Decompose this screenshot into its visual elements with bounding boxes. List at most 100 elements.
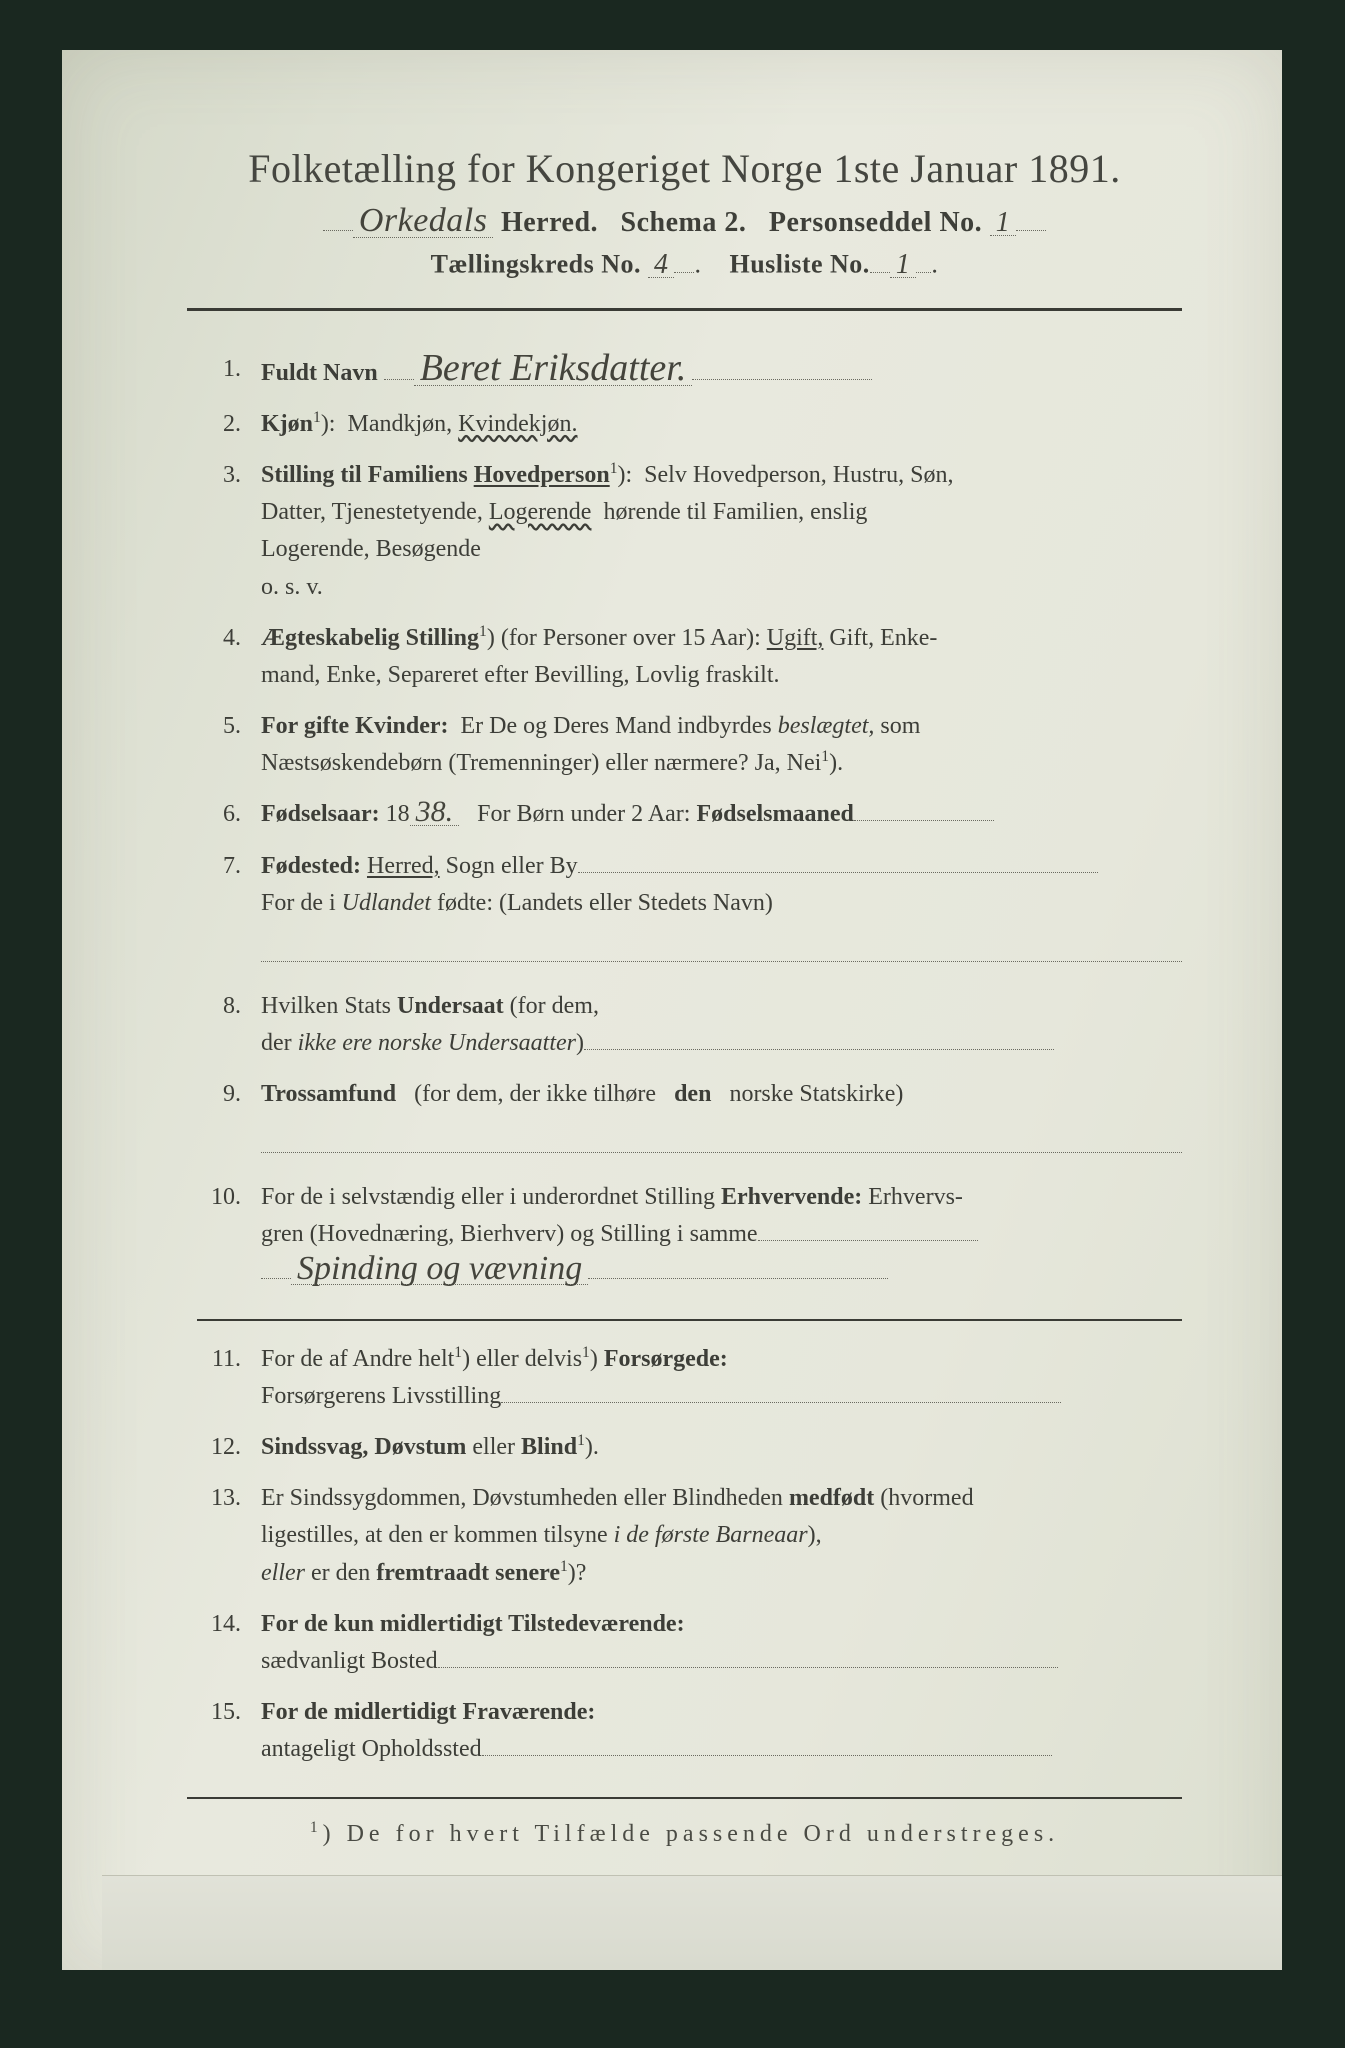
- erhvervende-label: Erhvervende:: [721, 1184, 862, 1210]
- footnote-ref: 1: [454, 1344, 462, 1361]
- married-women-label: For gifte Kvinder:: [261, 713, 449, 739]
- logerende-selected: Logerende: [489, 499, 592, 525]
- item-number: 7.: [197, 848, 261, 974]
- q8-line2a: der: [261, 1030, 292, 1056]
- relation-options-3: Logerende, Besøgende: [261, 536, 481, 562]
- item-number: 13.: [197, 1480, 261, 1592]
- forsorgede-label: Forsørgede:: [604, 1346, 728, 1372]
- item-5: 5. For gifte Kvinder: Er De og Deres Man…: [197, 708, 1182, 782]
- herred-name-handwritten: Orkedals: [353, 206, 494, 238]
- q7-text: Sogn eller By: [446, 853, 578, 879]
- husliste-label: Husliste No.: [729, 250, 869, 279]
- footnote-ref: 1: [313, 409, 321, 426]
- item-11: 11. For de af Andre helt1) eller delvis1…: [197, 1341, 1182, 1415]
- q5-text2: som: [880, 713, 920, 739]
- item-14: 14. For de kun midlertidigt Tilstedevære…: [197, 1606, 1182, 1680]
- divider-top: [187, 308, 1182, 311]
- item-number: 8.: [197, 988, 261, 1062]
- q15-line2: antageligt Opholdssted: [261, 1736, 482, 1762]
- q11-text2: eller delvis: [476, 1346, 582, 1372]
- personseddel-label: Personseddel No.: [769, 207, 982, 238]
- relation-options-2b: hørende til Familien, enslig: [603, 499, 867, 525]
- birthyear-label: Fødselsaar:: [261, 801, 380, 827]
- item-number: 10.: [197, 1179, 261, 1291]
- item-10: 10. For de i selvstændig eller i underor…: [197, 1179, 1182, 1291]
- item-2: 2. Kjøn1): Mandkjøn, Kvindekjøn.: [197, 406, 1182, 443]
- q13-line3a: eller: [261, 1560, 305, 1586]
- form-items: 1. Fuldt Navn Beret Eriksdatter. 2. Kjøn…: [187, 351, 1182, 1769]
- item-number: 9.: [197, 1076, 261, 1165]
- occupation-value: Spinding og vævning: [291, 1254, 588, 1286]
- sex-option-male: Mandkjøn,: [347, 411, 452, 437]
- item-number: 15.: [197, 1694, 261, 1768]
- item-8: 8. Hvilken Stats Undersaat (for dem, der…: [197, 988, 1182, 1062]
- item-number: 2.: [197, 406, 261, 443]
- herred-label: Herred.: [501, 207, 598, 238]
- item-13: 13. Er Sindssygdommen, Døvstumheden elle…: [197, 1480, 1182, 1592]
- q8-text2: (for dem,: [510, 993, 599, 1019]
- q13-text2: (hvormed: [880, 1485, 973, 1511]
- item-7: 7. Fødested: Herred, Sogn eller By For d…: [197, 848, 1182, 974]
- item-12: 12. Sindssvag, Døvstum eller Blind1).: [197, 1429, 1182, 1466]
- q5-line2: Næstsøskendebørn (Tremenninger) eller næ…: [261, 750, 821, 776]
- divider-bottom: [187, 1797, 1182, 1799]
- item-number: 4.: [197, 620, 261, 694]
- taellingskreds-label: Tællingskreds No.: [431, 250, 641, 279]
- footnote-ref: 1: [821, 748, 829, 765]
- q11-text1: For de af Andre helt: [261, 1346, 454, 1372]
- relation-label: Stilling til Familiens: [261, 462, 468, 488]
- marital-paren: (for Personer over 15 Aar):: [501, 625, 761, 651]
- medfodt: medfødt: [789, 1485, 874, 1511]
- item-number: 5.: [197, 708, 261, 782]
- birthplace-label: Fødested:: [261, 853, 361, 879]
- item-3: 3. Stilling til Familiens Hovedperson1):…: [197, 457, 1182, 606]
- footnote: 1) De for hvert Tilfælde passende Ord un…: [187, 1819, 1182, 1848]
- sex-option-female-selected: Kvindekjøn.: [458, 411, 577, 437]
- trossamfund-label: Trossamfund: [261, 1081, 396, 1107]
- item-15: 15. For de midlertidigt Fraværende: anta…: [197, 1694, 1182, 1768]
- birthmonth-label: Fødselsmaaned: [696, 801, 853, 827]
- q13-line3b: er den: [311, 1560, 370, 1586]
- q14-line2: sædvanligt Bosted: [261, 1648, 438, 1674]
- q10-text1: For de i selvstændig eller i underordnet…: [261, 1184, 715, 1210]
- header-block: Folketælling for Kongeriget Norge 1ste J…: [187, 145, 1182, 280]
- footnote-ref: 1: [560, 1558, 568, 1575]
- footnote-ref: 1: [582, 1344, 590, 1361]
- marital-rest-1: Gift, Enke-: [829, 625, 937, 651]
- q10-text2: Erhvervs-: [868, 1184, 963, 1210]
- sub-line-1: Orkedals Herred. Schema 2. Personseddel …: [187, 206, 1182, 239]
- footnote-ref: 1: [479, 623, 487, 640]
- relation-options-2a: Datter, Tjenestetyende,: [261, 499, 483, 525]
- temporary-absent-label: For de midlertidigt Fraværende:: [261, 1699, 595, 1725]
- sex-label: Kjøn: [261, 411, 313, 437]
- footnote-ref: 1: [610, 460, 618, 477]
- ugift-selected: Ugift,: [767, 625, 824, 651]
- taellingskreds-no: 4: [648, 252, 675, 278]
- relation-options-4: o. s. v.: [261, 574, 323, 600]
- relation-options-1: Selv Hovedperson, Hustru, Søn,: [644, 462, 953, 488]
- main-title: Folketælling for Kongeriget Norge 1ste J…: [187, 145, 1182, 192]
- q11-line2: Forsørgerens Livsstilling: [261, 1383, 501, 1409]
- item-number: 1.: [197, 351, 261, 392]
- husliste-no: 1: [890, 252, 917, 278]
- undersaat-label: Undersaat: [397, 993, 504, 1019]
- q12-a: Sindssvag, Døvstum: [261, 1434, 466, 1460]
- item-4: 4. Ægteskabelig Stilling1) (for Personer…: [197, 620, 1182, 694]
- item-number: 6.: [197, 796, 261, 833]
- census-form-page: Folketælling for Kongeriget Norge 1ste J…: [62, 50, 1282, 1970]
- marital-label: Ægteskabelig Stilling: [261, 625, 479, 651]
- personseddel-no: 1: [990, 210, 1017, 236]
- item-1: 1. Fuldt Navn Beret Eriksdatter.: [197, 351, 1182, 392]
- sub-line-2: Tællingskreds No. 4. Husliste No.1.: [187, 249, 1182, 279]
- item-number: 12.: [197, 1429, 261, 1466]
- q9-text2: norske Statskirke): [729, 1081, 903, 1107]
- marital-rest-2: mand, Enke, Separeret efter Bevilling, L…: [261, 662, 780, 688]
- q7-line2a: For de i: [261, 890, 336, 916]
- fremtraadt-senere: fremtraadt senere: [376, 1560, 560, 1586]
- q12-b: eller: [472, 1434, 515, 1460]
- item-6: 6. Fødselsaar: 1838. For Børn under 2 Aa…: [197, 796, 1182, 833]
- hovedperson-underlined: Hovedperson: [474, 462, 610, 488]
- q10-line2: gren (Hovednæring, Bierhverv) og Stillin…: [261, 1221, 758, 1247]
- q13-line2i: i de første Barneaar: [614, 1522, 808, 1548]
- footnote-text: ) De for hvert Tilfælde passende Ord und…: [323, 1821, 1060, 1847]
